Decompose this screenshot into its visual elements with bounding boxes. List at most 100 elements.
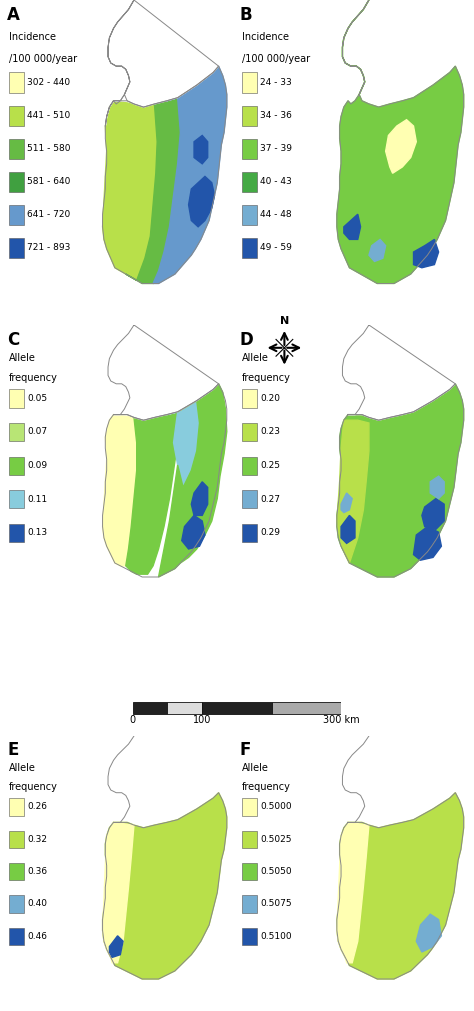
Polygon shape — [167, 400, 200, 487]
Text: Allele: Allele — [9, 353, 36, 363]
Text: N: N — [280, 316, 289, 327]
FancyBboxPatch shape — [9, 798, 24, 816]
Text: 300 km: 300 km — [323, 715, 360, 725]
FancyBboxPatch shape — [9, 490, 24, 509]
Text: 641 - 720: 641 - 720 — [27, 210, 71, 219]
Text: 511 - 580: 511 - 580 — [27, 145, 71, 154]
FancyBboxPatch shape — [9, 172, 24, 192]
Text: 49 - 59: 49 - 59 — [260, 244, 292, 253]
Text: 0.20: 0.20 — [260, 394, 280, 402]
Polygon shape — [369, 240, 386, 262]
Text: 0.26: 0.26 — [27, 803, 47, 811]
FancyBboxPatch shape — [9, 139, 24, 159]
Polygon shape — [126, 98, 181, 283]
Text: Allele: Allele — [242, 763, 268, 773]
Polygon shape — [430, 476, 444, 498]
Text: E: E — [7, 741, 18, 759]
FancyBboxPatch shape — [242, 524, 257, 542]
Polygon shape — [416, 914, 441, 952]
FancyBboxPatch shape — [9, 928, 24, 945]
Bar — [272, 702, 341, 714]
Text: 0.07: 0.07 — [27, 428, 47, 437]
FancyBboxPatch shape — [242, 423, 257, 441]
FancyBboxPatch shape — [242, 389, 257, 407]
FancyBboxPatch shape — [242, 139, 257, 159]
Polygon shape — [194, 135, 208, 164]
Text: 0.5000: 0.5000 — [260, 803, 292, 811]
Text: 0.5075: 0.5075 — [260, 900, 292, 909]
Text: 0.5025: 0.5025 — [260, 835, 292, 843]
Polygon shape — [341, 516, 355, 543]
Polygon shape — [337, 0, 464, 283]
Bar — [133, 702, 167, 714]
Text: 44 - 48: 44 - 48 — [260, 210, 292, 219]
Polygon shape — [337, 822, 369, 962]
FancyBboxPatch shape — [242, 105, 257, 126]
Polygon shape — [109, 936, 123, 957]
Text: Allele: Allele — [242, 353, 268, 363]
FancyBboxPatch shape — [9, 73, 24, 93]
Text: /100 000/year: /100 000/year — [242, 54, 310, 64]
Text: 0.13: 0.13 — [27, 529, 47, 537]
Text: 0.32: 0.32 — [27, 835, 47, 843]
FancyBboxPatch shape — [242, 238, 257, 258]
FancyBboxPatch shape — [9, 389, 24, 407]
Text: A: A — [7, 6, 20, 24]
Text: 0.5100: 0.5100 — [260, 932, 292, 941]
Bar — [167, 702, 202, 714]
Polygon shape — [102, 822, 134, 962]
FancyBboxPatch shape — [9, 863, 24, 881]
Text: 0.36: 0.36 — [27, 867, 47, 877]
Text: frequency: frequency — [9, 373, 58, 382]
FancyBboxPatch shape — [242, 863, 257, 881]
FancyBboxPatch shape — [242, 172, 257, 192]
Polygon shape — [126, 411, 178, 574]
FancyBboxPatch shape — [9, 896, 24, 913]
Text: C: C — [7, 331, 19, 349]
Text: 0.09: 0.09 — [27, 461, 47, 470]
Polygon shape — [182, 516, 205, 549]
FancyBboxPatch shape — [9, 830, 24, 848]
FancyBboxPatch shape — [9, 205, 24, 225]
Polygon shape — [108, 325, 219, 421]
FancyBboxPatch shape — [242, 896, 257, 913]
Text: 302 - 440: 302 - 440 — [27, 78, 71, 87]
Text: 0.29: 0.29 — [260, 529, 280, 537]
FancyBboxPatch shape — [242, 205, 257, 225]
Text: frequency: frequency — [242, 782, 291, 792]
FancyBboxPatch shape — [242, 928, 257, 945]
Polygon shape — [337, 421, 369, 563]
Text: 721 - 893: 721 - 893 — [27, 244, 71, 253]
Polygon shape — [158, 384, 227, 577]
Polygon shape — [102, 415, 137, 566]
Text: Allele: Allele — [9, 763, 36, 773]
Polygon shape — [422, 498, 444, 530]
Text: 0.23: 0.23 — [260, 428, 280, 437]
FancyBboxPatch shape — [9, 524, 24, 542]
Text: 0.11: 0.11 — [27, 494, 47, 503]
Polygon shape — [413, 527, 441, 560]
Polygon shape — [413, 240, 438, 268]
Text: 0.25: 0.25 — [260, 461, 280, 470]
FancyBboxPatch shape — [242, 798, 257, 816]
Text: frequency: frequency — [242, 373, 291, 382]
FancyBboxPatch shape — [9, 105, 24, 126]
FancyBboxPatch shape — [242, 830, 257, 848]
Text: 0.46: 0.46 — [27, 932, 47, 941]
Polygon shape — [342, 325, 456, 421]
Text: 37 - 39: 37 - 39 — [260, 145, 292, 154]
Text: frequency: frequency — [9, 782, 58, 792]
Text: 581 - 640: 581 - 640 — [27, 177, 71, 186]
Text: 100: 100 — [193, 715, 211, 725]
Text: 0: 0 — [130, 715, 136, 725]
Text: 40 - 43: 40 - 43 — [260, 177, 292, 186]
FancyBboxPatch shape — [9, 457, 24, 475]
FancyBboxPatch shape — [9, 423, 24, 441]
Text: B: B — [239, 6, 252, 24]
Text: 24 - 33: 24 - 33 — [260, 78, 292, 87]
Text: F: F — [239, 741, 251, 759]
Text: Incidence: Incidence — [242, 31, 289, 41]
FancyBboxPatch shape — [9, 238, 24, 258]
Polygon shape — [153, 66, 227, 283]
Text: 0.40: 0.40 — [27, 900, 47, 909]
